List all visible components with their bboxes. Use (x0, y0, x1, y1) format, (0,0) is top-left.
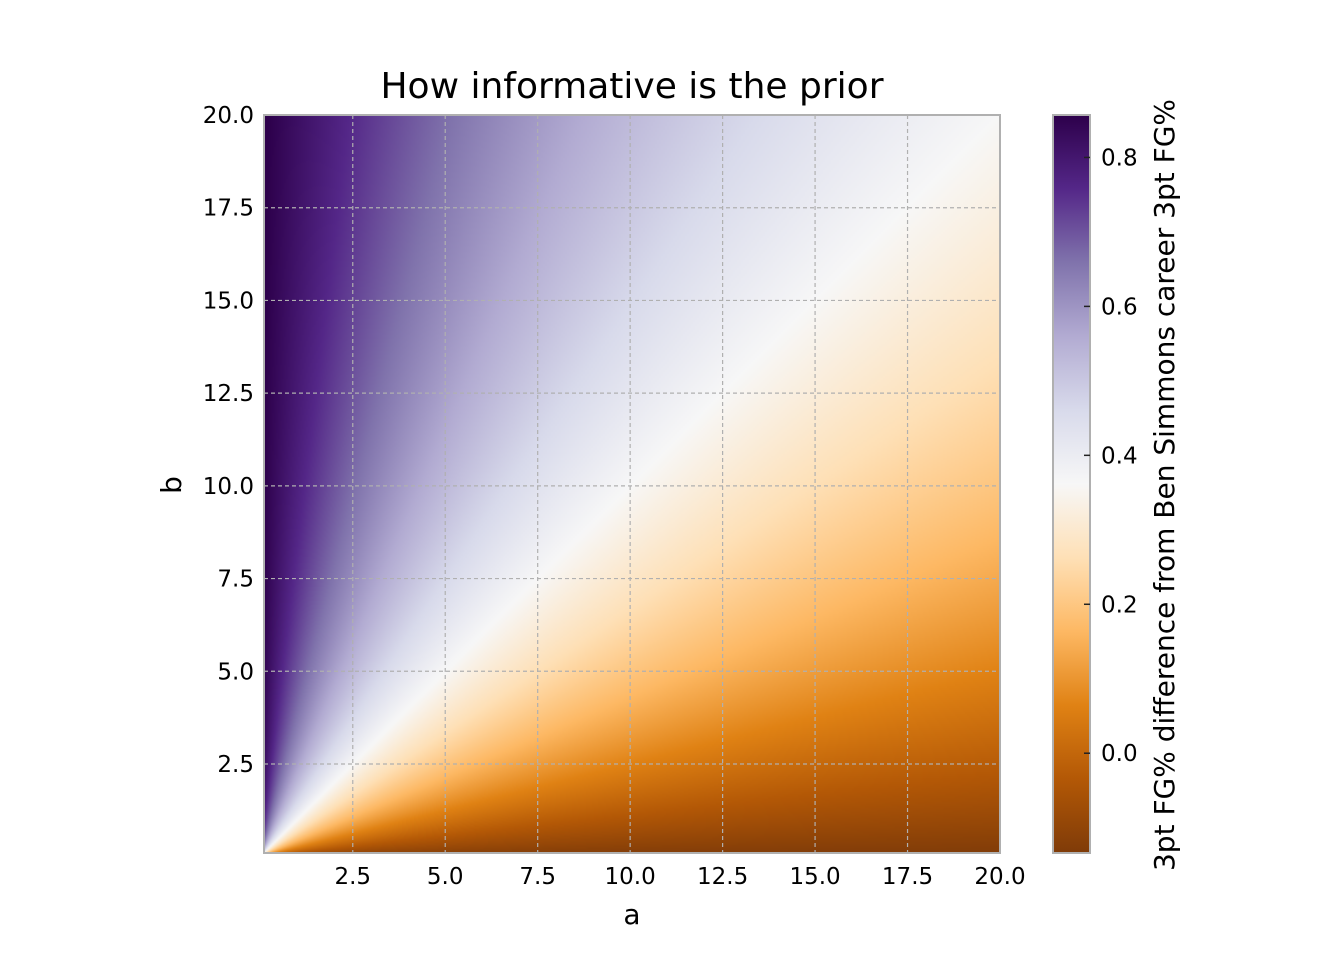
y-tick-label: 20.0 (203, 103, 254, 129)
x-tick-label: 17.5 (882, 864, 933, 890)
colorbar (1052, 114, 1091, 854)
y-tick-label: 12.5 (203, 381, 254, 407)
x-tick-label: 2.5 (334, 864, 371, 890)
heatmap-image (264, 115, 1000, 853)
y-tick-label: 10.0 (203, 474, 254, 500)
y-tick-label: 17.5 (203, 196, 254, 222)
y-axis-ticks: 2.5 5.0 7.5 10.0 12.5 15.0 17.5 20.0 (203, 103, 254, 778)
colorbar-tick-label: 0.8 (1101, 145, 1138, 171)
colorbar-tick-label: 0.6 (1101, 294, 1138, 320)
x-tick-label: 5.0 (427, 864, 464, 890)
colorbar-tick-label: 0.0 (1101, 741, 1138, 767)
y-tick-label: 7.5 (217, 567, 254, 593)
colorbar-tick-label: 0.4 (1101, 443, 1138, 469)
x-tick-label: 15.0 (789, 864, 840, 890)
x-tick-label: 10.0 (605, 864, 656, 890)
y-tick-label: 5.0 (217, 659, 254, 685)
x-tick-label: 12.5 (697, 864, 748, 890)
x-tick-label: 20.0 (974, 864, 1025, 890)
plot-frame (263, 114, 1001, 854)
y-tick-label: 15.0 (203, 288, 254, 314)
y-tick-label: 2.5 (217, 752, 254, 778)
colorbar-label: 3pt FG% difference from Ben Simmons care… (1148, 99, 1181, 871)
heatmap-raster (264, 115, 1000, 853)
chart-title: How informative is the prior (380, 66, 883, 107)
y-axis-label: b (155, 476, 188, 494)
colorbar-ticks: 0.0 0.2 0.4 0.6 0.8 (1084, 145, 1138, 767)
colorbar-tick-label: 0.2 (1101, 592, 1138, 618)
x-axis-label: a (623, 898, 640, 931)
x-tick-label: 7.5 (519, 864, 556, 890)
x-axis-ticks: 2.5 5.0 7.5 10.0 12.5 15.0 17.5 20.0 (334, 864, 1025, 890)
